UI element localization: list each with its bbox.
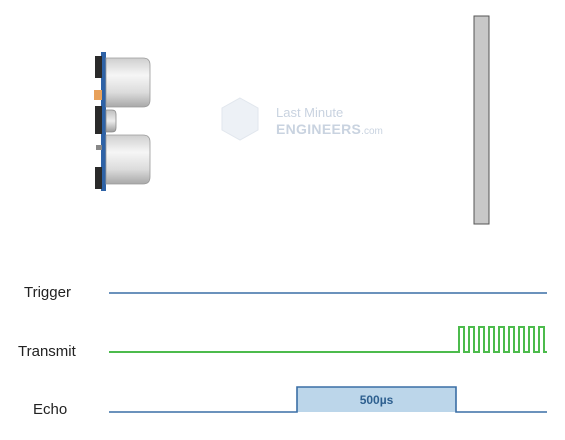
watermark-hexagon-icon bbox=[221, 97, 259, 141]
echo-label: Echo bbox=[33, 401, 68, 418]
echo-pulse-duration-label: 500µs bbox=[359, 393, 394, 407]
ultrasonic-sensor bbox=[94, 52, 151, 191]
watermark-line1: Last Minute bbox=[276, 105, 344, 120]
trigger-label: Trigger bbox=[24, 284, 71, 301]
transmitter-transducer bbox=[105, 57, 151, 108]
watermark-brand: ENGINEERS bbox=[276, 121, 362, 137]
sensor-pin-bottom bbox=[95, 167, 102, 189]
sensor-pin-middle bbox=[95, 106, 102, 134]
echo-pulse-fill bbox=[297, 387, 456, 412]
sensor-pin-top bbox=[95, 56, 102, 78]
crystal-housing bbox=[105, 109, 117, 133]
echo-signal-waveform bbox=[109, 386, 547, 413]
sensor-crystal bbox=[94, 90, 102, 100]
transmit-signal-waveform bbox=[109, 326, 547, 353]
receiver-transducer bbox=[105, 134, 151, 185]
transmit-label: Transmit bbox=[18, 343, 76, 360]
watermark-logo bbox=[221, 97, 259, 141]
watermark-suffix: .com bbox=[361, 126, 383, 137]
watermark-line2: ENGINEERS.com bbox=[276, 121, 383, 137]
obstacle-wall bbox=[473, 15, 490, 225]
sensor-connector-small bbox=[96, 145, 102, 150]
sensor-board bbox=[101, 52, 106, 191]
